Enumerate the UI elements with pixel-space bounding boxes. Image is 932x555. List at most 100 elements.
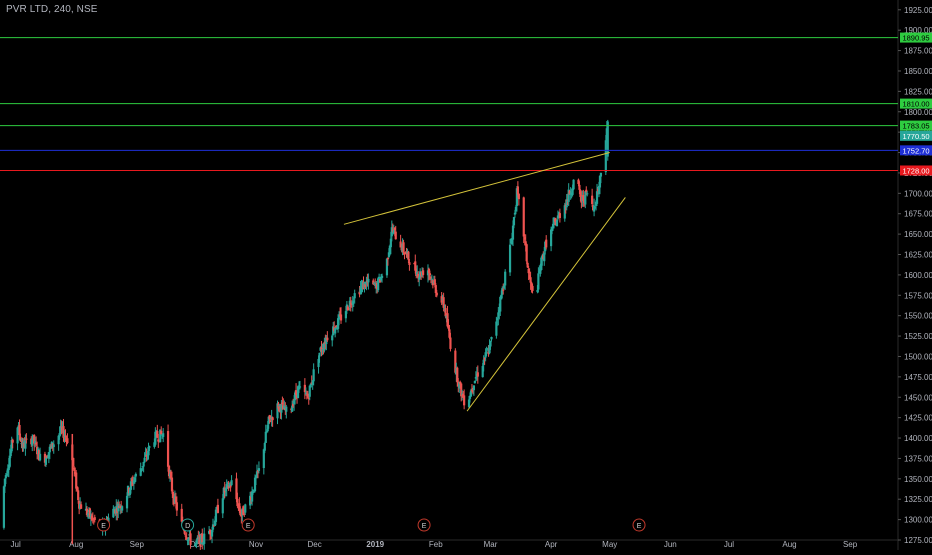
candle-body [421,270,425,276]
candle-body [591,195,594,204]
candle-body [503,285,506,288]
candle-body [93,517,96,520]
candle-body [238,503,241,511]
candle-body [489,340,492,347]
candle-body [249,495,252,506]
candle-body [511,225,515,240]
candle-body [72,457,75,467]
candle-body [472,385,476,391]
candle-body [229,486,232,488]
price-label-box [900,145,932,156]
candle-body [185,537,188,539]
candle-body [317,358,320,368]
candle-body [183,530,186,534]
y-tick-label: 1625.00 [904,251,932,260]
candle-body [189,533,192,545]
x-tick-label: Aug [69,540,83,549]
candle-body [474,377,477,379]
candle-body [481,366,484,378]
candle-body [142,461,145,467]
y-tick-label: 1300.00 [904,516,932,525]
candle-body [11,439,14,443]
candle-body [5,474,8,476]
candle-body [7,464,10,471]
candle-body [48,446,51,453]
candle-body [482,359,485,366]
candle-body [326,337,329,341]
x-tick-label: Mar [484,540,498,549]
candle-body [385,258,389,276]
candle-body [525,244,528,262]
candle-body [470,389,474,391]
candle-body [140,468,143,470]
candle-body [133,477,136,483]
x-tick-label: Apr [545,540,558,549]
candle-body [293,392,297,401]
candle-body [578,184,581,190]
candle-body [540,257,543,271]
candle-body [393,227,396,231]
candle-body [2,486,6,528]
y-tick-label: 1600.00 [904,271,932,280]
x-tick-label: 2019 [366,540,384,549]
x-tick-label: Jul [724,540,734,549]
candle-body [8,455,11,467]
candle-body [77,490,80,501]
candle-body [318,352,321,357]
x-tick-label: Sep [130,540,145,549]
candle-body [162,433,165,437]
candle-body [512,217,516,226]
candle-body [551,223,555,229]
candle-body [377,278,380,291]
earnings-marker [241,518,255,532]
candle-body [606,125,609,157]
candle-body [537,273,540,290]
candle-body [154,431,157,445]
candle-body [514,206,518,211]
candle-body [402,242,405,253]
candle-body [19,436,22,442]
candle-body [85,508,89,516]
earnings-marker-label: E [637,523,642,530]
candle-body [62,426,65,438]
candle-body [337,315,341,320]
y-tick-label: 1575.00 [904,291,932,300]
candle-body [34,441,37,444]
candle-body [364,283,367,288]
candle-body [365,281,368,285]
candle-body [293,400,296,405]
y-tick-label: 1400.00 [904,434,932,443]
price-label-text: 1810.00 [902,100,929,109]
candle-body [390,227,393,237]
candle-body [372,280,375,285]
candle-body [210,529,214,537]
candle-body [201,533,204,543]
candle-body [558,213,561,219]
candle-body [473,380,476,384]
candle-body [266,424,269,432]
candle-body [144,454,147,456]
y-tick-label: 1275.00 [904,536,932,545]
candle-body [351,301,354,305]
candle-body [214,509,218,522]
candle-body [336,318,340,329]
candle-body [495,321,498,336]
candle-body [394,231,397,240]
candle-body [563,205,566,219]
earnings-marker [417,518,431,532]
candles [2,119,609,552]
candle-body [46,457,49,459]
candle-body [128,488,132,495]
candle-body [550,228,554,232]
candle-body [463,395,466,406]
y-tick-label: 1825.00 [904,87,932,96]
earnings-marker [632,518,646,532]
candle-body [386,257,390,260]
candle-body [227,485,230,489]
candle-body [446,313,449,327]
candle-body [353,293,356,299]
candle-body [264,431,267,443]
